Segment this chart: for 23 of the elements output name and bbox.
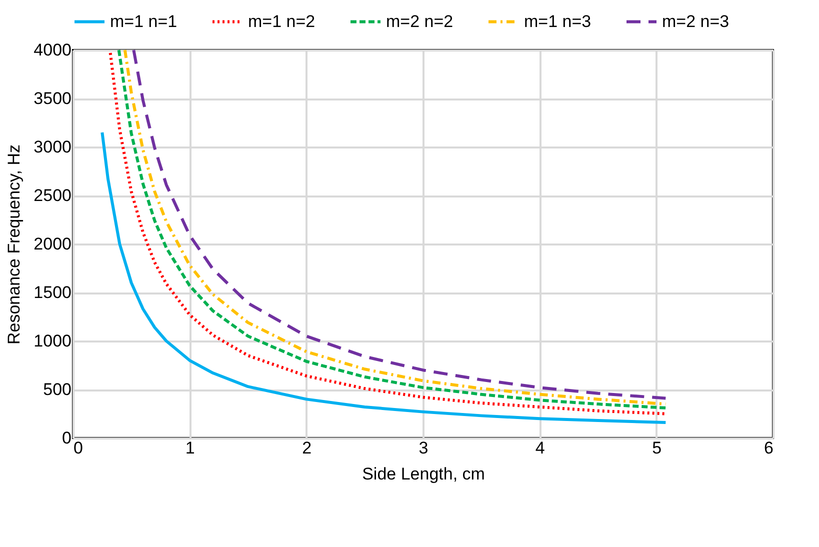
legend-label: m=1 n=3 bbox=[524, 12, 592, 31]
x-tick-label: 1 bbox=[185, 438, 195, 458]
y-tick-label: 3500 bbox=[34, 89, 72, 108]
y-tick-label: 500 bbox=[43, 380, 72, 399]
legend-label: m=2 n=2 bbox=[386, 12, 454, 31]
x-tick-label: 0 bbox=[74, 438, 83, 458]
x-tick-label: 6 bbox=[764, 438, 774, 458]
legend-label: m=1 n=2 bbox=[248, 12, 316, 31]
line-series bbox=[100, 130, 668, 424]
y-tick-label: 2000 bbox=[34, 234, 72, 254]
y-axis-title: Resonance Frequency, Hz bbox=[4, 144, 24, 345]
x-axis-title: Side Length, cm bbox=[362, 464, 485, 484]
x-tick-label: 4 bbox=[535, 438, 545, 458]
legend-label: m=1 n=1 bbox=[110, 12, 178, 31]
y-tick-label: 3000 bbox=[34, 138, 72, 156]
legend-label: m=2 n=3 bbox=[662, 12, 730, 31]
x-tick-label: 5 bbox=[652, 438, 662, 458]
y-tick-label: 1000 bbox=[34, 332, 72, 350]
y-tick-label: 4000 bbox=[34, 40, 72, 60]
x-tick-label: 2 bbox=[302, 438, 312, 458]
x-tick-label: 3 bbox=[418, 438, 428, 458]
y-tick-label: 1500 bbox=[34, 283, 72, 302]
y-tick-label: 2500 bbox=[34, 186, 72, 205]
